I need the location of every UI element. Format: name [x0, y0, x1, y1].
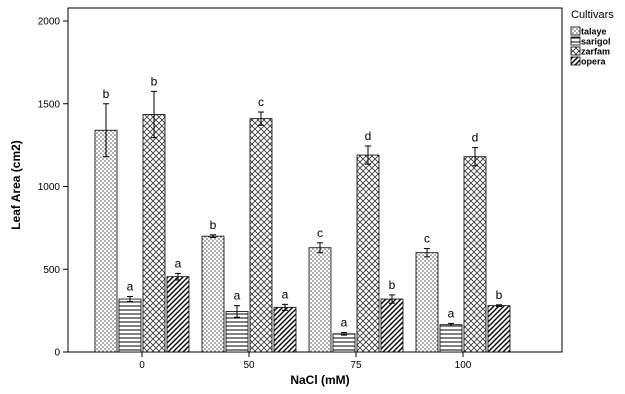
legend-swatch-sarigol: [570, 36, 581, 46]
significance-label: a: [234, 289, 241, 303]
bar-zarfam-50: [249, 118, 273, 353]
bar-zarfam-100: [463, 156, 487, 353]
error-bars: [103, 90, 502, 336]
x-tick-label: 100: [455, 360, 472, 371]
significance-label: b: [210, 218, 217, 232]
bar-talaye-0: [94, 129, 118, 353]
significance-label: a: [341, 315, 348, 329]
bar-zarfam-75: [356, 154, 380, 353]
x-axis: 0 50 75 100: [139, 352, 472, 371]
significance-label: b: [496, 288, 503, 302]
legend-label-zarfam: zarfam: [581, 47, 610, 57]
bars: [94, 114, 511, 353]
significance-label: a: [282, 287, 289, 301]
y-axis: 0 500 1000 1500 2000: [38, 17, 68, 359]
x-tick-label: 50: [243, 360, 255, 371]
legend-title: Cultivars: [571, 9, 614, 21]
bar-sarigol-100: [439, 324, 463, 353]
bar-talaye-100: [415, 252, 439, 353]
y-tick-label: 500: [43, 265, 60, 276]
y-tick-label: 2000: [38, 17, 61, 28]
significance-label: c: [317, 226, 323, 240]
bar-opera-100: [487, 305, 511, 353]
legend-swatch-opera: [570, 56, 581, 66]
significance-label: b: [151, 74, 158, 88]
bar-opera-75: [380, 298, 404, 353]
legend-label-opera: opera: [581, 57, 607, 67]
x-tick-label: 0: [139, 360, 145, 371]
bar-talaye-50: [201, 235, 225, 353]
significance-label: c: [258, 95, 264, 109]
bar-opera-50: [273, 306, 297, 353]
y-tick-label: 1000: [38, 182, 61, 193]
significance-label: d: [365, 129, 372, 143]
bar-zarfam-0: [142, 114, 166, 353]
y-axis-title: Leaf Area (cm2): [9, 140, 23, 230]
bar-talaye-75: [308, 247, 332, 353]
significance-labels: b b c c a a a a b c d d a a b b: [103, 74, 503, 329]
significance-label: a: [448, 306, 455, 320]
legend-label-talaye: talaye: [581, 27, 607, 37]
y-tick-label: 0: [54, 348, 60, 359]
x-axis-title: NaCl (mM): [290, 373, 349, 387]
legend-swatch-talaye: [570, 26, 581, 36]
legend-label-sarigol: sarigol: [581, 37, 611, 47]
legend-swatch-zarfam: [570, 46, 581, 56]
significance-label: b: [389, 278, 396, 292]
significance-label: d: [472, 131, 479, 145]
x-tick-label: 75: [350, 360, 362, 371]
bar-opera-0: [166, 276, 190, 353]
significance-label: a: [127, 280, 134, 294]
bar-sarigol-0: [118, 298, 142, 353]
significance-label: a: [175, 256, 182, 270]
significance-label: b: [103, 87, 110, 101]
significance-label: c: [424, 232, 430, 246]
bar-sarigol-75: [332, 333, 356, 353]
y-tick-label: 1500: [38, 99, 61, 110]
